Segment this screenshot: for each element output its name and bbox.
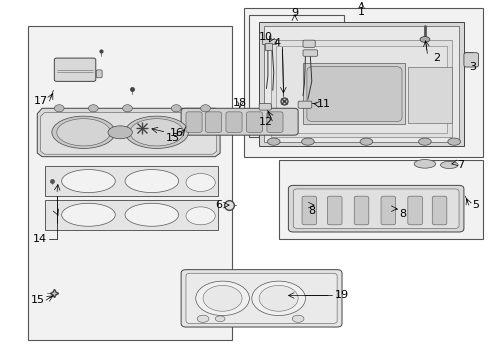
FancyBboxPatch shape [185,112,202,132]
Text: 14: 14 [33,234,47,244]
Polygon shape [44,200,217,230]
FancyBboxPatch shape [353,196,368,225]
Bar [264,26,458,142]
Polygon shape [143,123,151,130]
Ellipse shape [122,105,132,112]
Text: 16: 16 [169,129,183,138]
Ellipse shape [54,105,64,112]
Ellipse shape [125,116,188,148]
Ellipse shape [215,316,224,321]
Text: 12: 12 [258,117,272,127]
FancyBboxPatch shape [298,101,311,108]
Polygon shape [70,123,78,130]
Text: 2: 2 [433,53,440,63]
Ellipse shape [125,203,178,226]
Ellipse shape [197,315,208,322]
Ellipse shape [413,159,435,168]
Text: 8: 8 [399,209,406,219]
Text: 5: 5 [471,200,479,210]
FancyBboxPatch shape [96,70,102,78]
Ellipse shape [185,207,215,225]
Ellipse shape [259,285,298,311]
FancyBboxPatch shape [463,53,478,67]
Text: 15: 15 [31,295,45,305]
Ellipse shape [61,170,115,193]
Ellipse shape [267,138,280,145]
Ellipse shape [130,119,183,146]
Ellipse shape [440,161,457,168]
Text: 3: 3 [468,62,475,72]
Bar [303,63,405,125]
FancyBboxPatch shape [205,112,221,132]
FancyBboxPatch shape [303,50,317,56]
FancyBboxPatch shape [327,196,341,225]
Ellipse shape [418,138,430,145]
FancyBboxPatch shape [407,196,422,225]
Polygon shape [37,108,220,157]
Bar [278,160,483,239]
Text: 9: 9 [290,8,298,18]
FancyBboxPatch shape [225,112,242,132]
Text: 19: 19 [334,291,348,301]
Ellipse shape [251,281,305,316]
Bar [261,40,276,44]
Ellipse shape [185,174,215,192]
Ellipse shape [171,105,181,112]
Bar [276,45,446,134]
Ellipse shape [108,126,132,139]
Bar [265,43,272,50]
FancyBboxPatch shape [185,273,336,323]
Text: 8: 8 [307,206,315,216]
Polygon shape [41,113,216,154]
Text: 1: 1 [357,7,364,17]
Ellipse shape [200,105,210,112]
Bar [249,15,344,137]
Text: 7: 7 [456,159,464,170]
FancyBboxPatch shape [293,189,458,228]
Text: 6: 6 [215,200,222,210]
Text: 10: 10 [258,32,272,41]
Bar [27,26,232,339]
Text: 4: 4 [273,38,280,48]
Text: 13: 13 [165,133,179,143]
FancyBboxPatch shape [246,112,262,132]
Ellipse shape [195,281,249,316]
Text: 17: 17 [34,96,48,106]
FancyBboxPatch shape [306,67,401,122]
Ellipse shape [292,315,304,322]
FancyBboxPatch shape [303,40,315,47]
Ellipse shape [419,37,429,42]
Bar [244,8,483,157]
Bar [407,67,451,123]
FancyBboxPatch shape [181,108,298,135]
FancyBboxPatch shape [181,270,341,327]
Ellipse shape [89,123,107,131]
Text: 11: 11 [316,99,330,109]
Text: 18: 18 [233,98,246,108]
Ellipse shape [61,203,115,226]
Ellipse shape [88,105,98,112]
FancyBboxPatch shape [266,112,283,132]
FancyBboxPatch shape [380,196,395,225]
Ellipse shape [359,138,372,145]
Ellipse shape [447,138,460,145]
Bar [271,40,451,137]
Ellipse shape [203,285,242,311]
FancyBboxPatch shape [431,196,446,225]
Polygon shape [44,166,217,196]
FancyBboxPatch shape [259,104,271,110]
FancyBboxPatch shape [302,196,316,225]
Ellipse shape [125,170,178,193]
Ellipse shape [301,138,314,145]
Bar [259,22,463,146]
Ellipse shape [52,116,115,148]
FancyBboxPatch shape [288,185,463,232]
FancyBboxPatch shape [54,58,96,81]
Ellipse shape [57,119,110,146]
